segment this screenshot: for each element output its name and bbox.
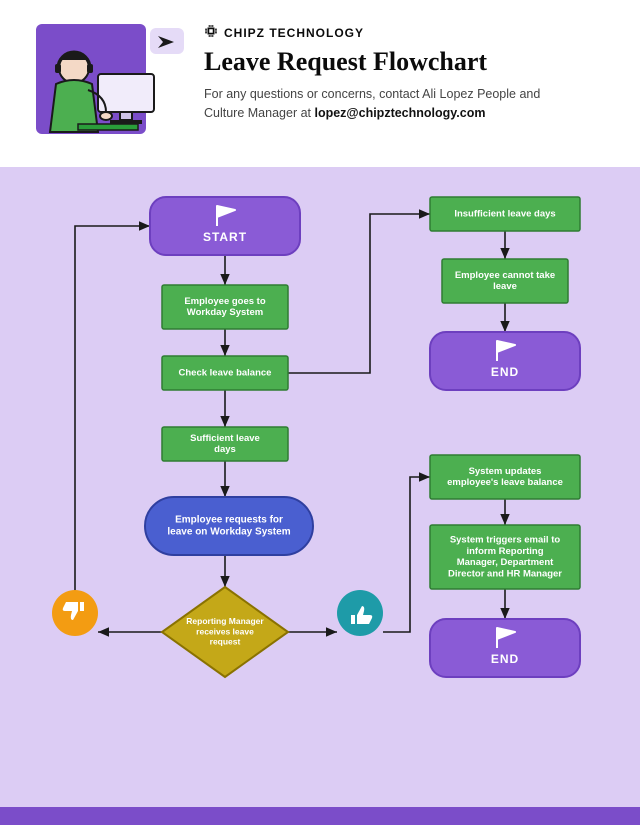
svg-text:Employee goes to: Employee goes to xyxy=(184,296,265,307)
node-s1: Employee goes toWorkday System xyxy=(162,285,288,329)
node-trig: System triggers email toinform Reporting… xyxy=(430,525,580,589)
svg-text:leave on Workday System: leave on Workday System xyxy=(167,527,290,538)
page-title: Leave Request Flowchart xyxy=(204,47,612,77)
contact-email: lopez@chipztechnology.com xyxy=(314,106,485,120)
node-tup xyxy=(337,590,383,636)
svg-text:Employee cannot take: Employee cannot take xyxy=(455,270,555,281)
footer-bar xyxy=(0,807,640,825)
svg-text:leave: leave xyxy=(493,281,517,292)
header: CHIPZ TECHNOLOGY Leave Request Flowchart… xyxy=(0,0,640,167)
node-upd: System updatesemployee's leave balance xyxy=(430,455,580,499)
header-illustration xyxy=(28,24,188,149)
node-end1: END xyxy=(430,332,580,390)
svg-text:inform Reporting: inform Reporting xyxy=(466,546,543,557)
node-start: START xyxy=(150,197,300,255)
svg-text:Check leave balance: Check leave balance xyxy=(179,368,272,379)
node-ins: Insufficient leave days xyxy=(430,197,580,231)
svg-text:request: request xyxy=(210,636,241,646)
company-name: CHIPZ TECHNOLOGY xyxy=(204,24,612,41)
svg-text:days: days xyxy=(214,444,236,455)
svg-text:employee's leave balance: employee's leave balance xyxy=(447,477,563,488)
node-end2: END xyxy=(430,619,580,677)
svg-text:Workday System: Workday System xyxy=(187,307,263,318)
svg-text:Sufficient leave: Sufficient leave xyxy=(190,433,260,444)
svg-text:System updates: System updates xyxy=(469,466,542,477)
flowchart: START Employee goes toWorkday System Check… xyxy=(0,167,640,807)
svg-text:Employee requests for: Employee requests for xyxy=(175,515,283,526)
chip-icon xyxy=(204,24,218,41)
svg-text:receives leave: receives leave xyxy=(196,626,254,636)
svg-text:END: END xyxy=(491,652,519,666)
node-req: Employee requests forleave on Workday Sy… xyxy=(145,497,313,555)
svg-text:Manager, Department: Manager, Department xyxy=(457,557,554,568)
node-s3: Sufficient leavedays xyxy=(162,427,288,461)
svg-text:START: START xyxy=(203,230,247,244)
svg-text:System triggers email to: System triggers email to xyxy=(450,535,561,546)
svg-text:Director and HR Manager: Director and HR Manager xyxy=(448,568,562,579)
page-subtitle: For any questions or concerns, contact A… xyxy=(204,85,564,124)
node-dec: Reporting Managerreceives leaverequest xyxy=(162,587,288,677)
node-tdown xyxy=(52,590,98,636)
svg-text:Insufficient leave days: Insufficient leave days xyxy=(454,209,555,220)
svg-text:END: END xyxy=(491,365,519,379)
node-cannot: Employee cannot takeleave xyxy=(442,259,568,303)
node-s2: Check leave balance xyxy=(162,356,288,390)
svg-text:Reporting Manager: Reporting Manager xyxy=(186,616,264,626)
